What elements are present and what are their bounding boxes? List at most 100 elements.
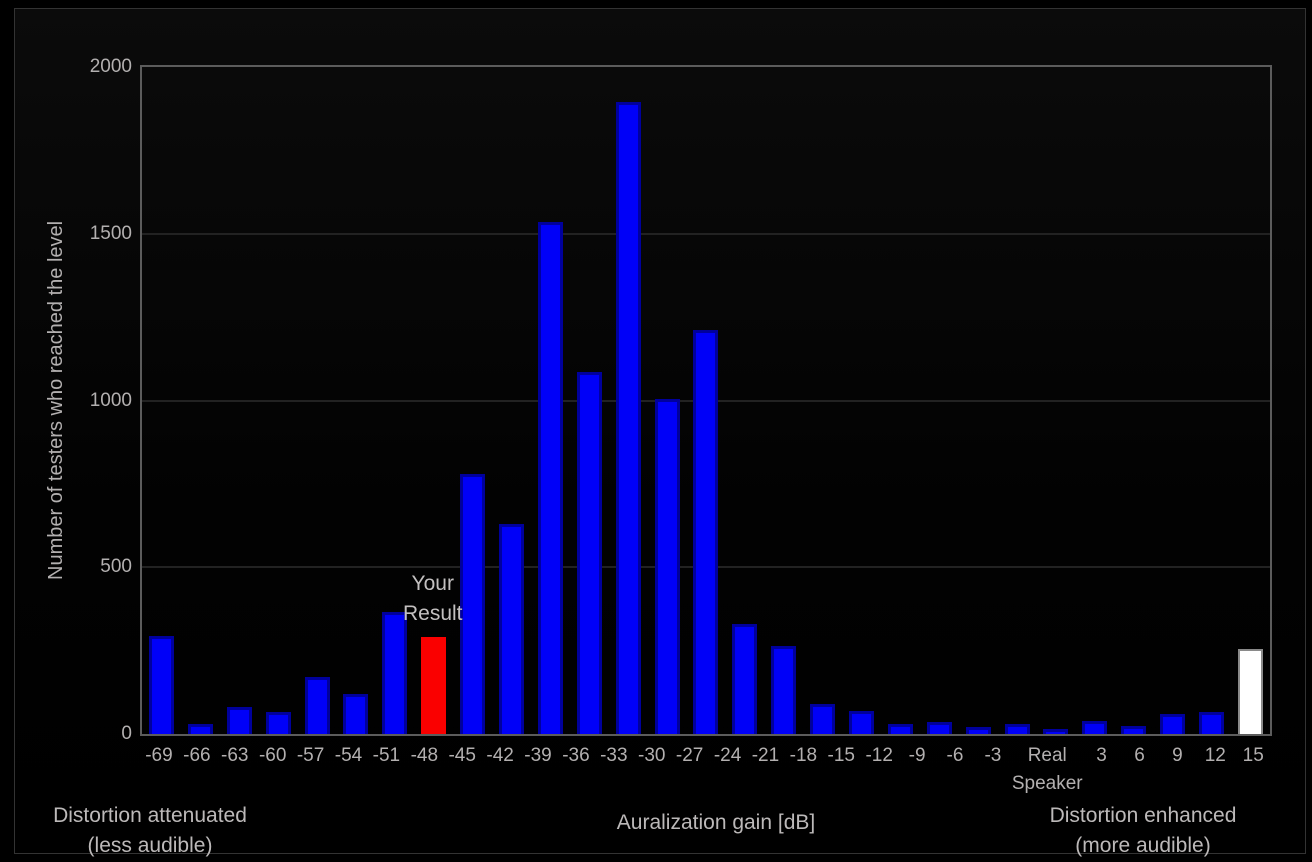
bar-3 (1082, 720, 1108, 734)
ytick-0: 0 (121, 723, 132, 744)
bar-slot-12 (1192, 67, 1231, 734)
bar--15 (848, 710, 874, 734)
bar-slot--57 (298, 67, 337, 734)
bar--21 (771, 645, 797, 734)
bar--63 (226, 707, 252, 734)
your-result-line2: Result (402, 602, 463, 626)
xtick--18: -18 (789, 745, 818, 766)
xtick-Real-Speaker: Real Speaker (1011, 745, 1083, 794)
xtick--57: -57 (296, 745, 325, 766)
x-axis-title: Auralization gain [dB] (616, 811, 816, 834)
xtick--36: -36 (562, 745, 590, 766)
bar--3 (1004, 724, 1030, 734)
bar-slot--63 (220, 67, 259, 734)
xtick--27: -27 (675, 745, 704, 766)
bar--45 (460, 473, 486, 734)
y-axis-ticks: 0 500 1000 1500 2000 (15, 56, 132, 744)
caption-right-line2: (more audible) (1075, 834, 1211, 857)
bar-slot--60 (259, 67, 298, 734)
bar-slot--24 (725, 67, 764, 734)
bar--24 (732, 623, 758, 734)
ytick-500: 500 (100, 556, 132, 578)
bar--42 (498, 523, 524, 734)
caption-right-line1: Distortion enhanced (1049, 804, 1237, 827)
x-axis-ticks: -69 -66 -63 -60 -57 -54 -51 -48 -45 -42 -39 -36 -33-… (140, 742, 1272, 798)
xtick--24: -24 (713, 745, 742, 766)
chart-window: Number of testers who reached the level … (14, 8, 1306, 857)
your-result-annotation: Your Result (353, 569, 513, 629)
xtick--45: -45 (448, 745, 476, 766)
bar--57 (304, 677, 330, 734)
bar-slot--6 (959, 67, 998, 734)
bar-slot--69 (142, 67, 181, 734)
bar-slot--39 (531, 67, 570, 734)
bar-slot-Real-Speaker (1036, 67, 1075, 734)
bar-slot--21 (764, 67, 803, 734)
bar--51 (382, 612, 408, 734)
bar--36 (576, 372, 602, 734)
xtick-6: 6 (1134, 745, 1145, 766)
bars (142, 67, 1270, 734)
xtick-15: 15 (1242, 745, 1264, 766)
bar--6 (965, 727, 991, 734)
xtick--6: -6 (946, 745, 964, 766)
bar--60 (265, 712, 291, 734)
bar--48 (421, 637, 447, 734)
bar-slot-3 (1075, 67, 1114, 734)
bar--66 (187, 724, 213, 734)
caption-distortion-enhanced: Distortion enhanced (more audible) (993, 801, 1293, 861)
xtick--69: -69 (145, 745, 173, 766)
xtick-9: 9 (1172, 745, 1183, 766)
bar-slot--9 (920, 67, 959, 734)
bar-slot--66 (181, 67, 220, 734)
ytick-1000: 1000 (89, 389, 132, 411)
bar-12 (1198, 712, 1224, 734)
bar-slot--15 (842, 67, 881, 734)
bar-9 (1160, 714, 1186, 734)
bar--27 (693, 330, 719, 734)
bar--9 (926, 722, 952, 734)
bar-slot--48 (414, 67, 453, 734)
xtick--33: -33 (600, 745, 628, 766)
your-result-line1: Your (411, 572, 454, 596)
bar-slot--33 (609, 67, 648, 734)
caption-left-line2: (less audible) (87, 834, 213, 857)
xtick--66: -66 (183, 745, 211, 766)
xtick--42: -42 (486, 745, 514, 766)
xtick--9: -9 (908, 745, 926, 766)
bar-slot--30 (648, 67, 687, 734)
bar-slot--3 (998, 67, 1037, 734)
xtick--12: -12 (865, 745, 893, 766)
gridline-1500 (142, 232, 1270, 235)
bar-slot--12 (881, 67, 920, 734)
xtick--54: -54 (334, 745, 363, 766)
bar-slot-6 (1114, 67, 1153, 734)
xtick-3: 3 (1096, 745, 1107, 766)
bar--69 (148, 635, 174, 734)
xtick-12: 12 (1204, 745, 1226, 766)
bar-slot--54 (336, 67, 375, 734)
xtick--15: -15 (827, 745, 855, 766)
bar--33 (615, 102, 641, 734)
bar-6 (1121, 725, 1147, 734)
bar-slot--45 (453, 67, 492, 734)
bar--54 (343, 693, 369, 734)
caption-distortion-attenuated: Distortion attenuated (less audible) (0, 801, 300, 861)
bar-slot-9 (1153, 67, 1192, 734)
plot-area (140, 65, 1272, 736)
xtick--48: -48 (410, 745, 439, 766)
ytick-2000: 2000 (89, 56, 132, 77)
bar-Real-Speaker (1043, 729, 1069, 734)
bar-slot--36 (570, 67, 609, 734)
xtick--30: -30 (638, 745, 666, 766)
bar--30 (654, 398, 680, 734)
xtick--3: -3 (984, 745, 1002, 766)
bar-slot-15 (1231, 67, 1270, 734)
bar--12 (887, 724, 913, 734)
bar-slot--42 (492, 67, 531, 734)
bar-slot--27 (686, 67, 725, 734)
bar--39 (537, 222, 563, 734)
xtick--39: -39 (524, 745, 552, 766)
xtick--21: -21 (751, 745, 780, 766)
bar-slot--51 (375, 67, 414, 734)
